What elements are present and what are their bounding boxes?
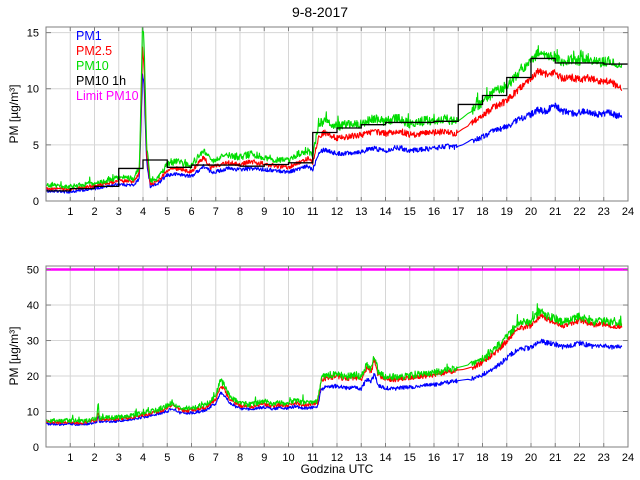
x-tick-label: 13 [355, 452, 367, 464]
x-tick-label: 14 [379, 206, 391, 218]
x-tick-label: 20 [525, 452, 537, 464]
x-tick-label: 8 [237, 206, 243, 218]
x-tick-label: 6 [188, 452, 194, 464]
x-tick-label: 22 [573, 206, 585, 218]
x-tick-label: 7 [213, 452, 219, 464]
y-tick-label: 30 [27, 336, 39, 348]
x-tick-label: 23 [598, 206, 610, 218]
legend-item-pm1: PM1 [76, 29, 102, 43]
x-tick-label: 10 [282, 452, 294, 464]
x-tick-label: 5 [164, 206, 170, 218]
x-tick-label: 2 [91, 206, 97, 218]
x-tick-label: 17 [452, 206, 464, 218]
x-tick-label: 1 [67, 206, 73, 218]
x-tick-label: 16 [428, 206, 440, 218]
x-tick-label: 7 [213, 206, 219, 218]
figure-title: 9-8-2017 [291, 4, 349, 20]
y-tick-label: 5 [33, 140, 39, 152]
y-axis-label-top: PM [µg/m³] [7, 84, 21, 144]
x-tick-label: 11 [307, 452, 318, 464]
y-tick-label: 0 [33, 196, 39, 208]
y-axis-label-bottom: PM [µg/m³] [7, 326, 21, 386]
x-tick-label: 5 [164, 452, 170, 464]
legend: PM1 PM2.5 PM10 PM10 1h Limit PM10 [76, 29, 139, 104]
x-tick-label: 24 [622, 206, 634, 218]
series-pm10-line [46, 303, 623, 424]
x-tick-label: 15 [404, 452, 416, 464]
x-tick-label: 10 [282, 206, 294, 218]
x-tick-label: 9 [261, 452, 267, 464]
x-tick-label: 2 [91, 452, 97, 464]
x-tick-label: 13 [355, 206, 367, 218]
legend-item-pm2-5: PM2.5 [76, 44, 113, 58]
series-pm10-1h-line [46, 57, 628, 192]
x-tick-label: 18 [476, 452, 488, 464]
y-tick-label: 10 [27, 84, 39, 96]
x-tick-label: 19 [501, 452, 513, 464]
x-tick-label: 24 [622, 452, 634, 464]
x-tick-label: 4 [140, 206, 146, 218]
x-tick-label: 9 [261, 206, 267, 218]
x-tick-label: 17 [452, 452, 464, 464]
x-tick-label: 16 [428, 452, 440, 464]
y-tick-label: 40 [27, 300, 39, 312]
y-tick-label: 10 [27, 407, 39, 419]
x-tick-label: 15 [404, 206, 416, 218]
chart-top: 1 2 3 4 5 6 7 8 9 10 11 12 13 14 15 16 17 18 19 20 21 22 23 240… [27, 26, 634, 218]
x-tick-label: 1 [67, 452, 73, 464]
x-tick-label: 22 [573, 452, 585, 464]
plot-area [46, 27, 628, 194]
x-tick-label: 20 [525, 206, 537, 218]
x-tick-label: 21 [549, 452, 561, 464]
x-tick-label: 21 [549, 206, 561, 218]
x-tick-label: 3 [116, 452, 122, 464]
chart-bottom: 1 2 3 4 5 6 7 8 9 10 11 12 13 14 15 16 17 18 19 20 21 22 23 240… [27, 265, 634, 464]
legend-item-pm10: PM10 [76, 59, 109, 73]
x-tick-label: 12 [331, 452, 343, 464]
x-tick-label: 12 [331, 206, 343, 218]
x-tick-label: 11 [307, 206, 318, 218]
x-tick-label: 8 [237, 452, 243, 464]
x-tick-label: 23 [598, 452, 610, 464]
plot-area [46, 303, 623, 427]
y-tick-label: 20 [27, 371, 39, 383]
y-tick-label: 50 [27, 265, 39, 277]
legend-item-limit-pm10: Limit PM10 [76, 89, 139, 103]
x-tick-label: 4 [140, 452, 146, 464]
y-tick-label: 0 [33, 442, 39, 454]
legend-item-pm10-1h: PM10 1h [76, 74, 127, 88]
x-tick-label: 19 [501, 206, 513, 218]
series-pm2-5-line [46, 313, 623, 425]
y-tick-label: 15 [27, 28, 39, 40]
x-tick-label: 3 [116, 206, 122, 218]
x-tick-label: 18 [476, 206, 488, 218]
x-axis-label: Godzina UTC [300, 462, 374, 476]
series-pm10-line [46, 27, 623, 190]
series-pm1-line [46, 338, 623, 427]
x-tick-label: 6 [188, 206, 194, 218]
x-tick-label: 14 [379, 452, 391, 464]
